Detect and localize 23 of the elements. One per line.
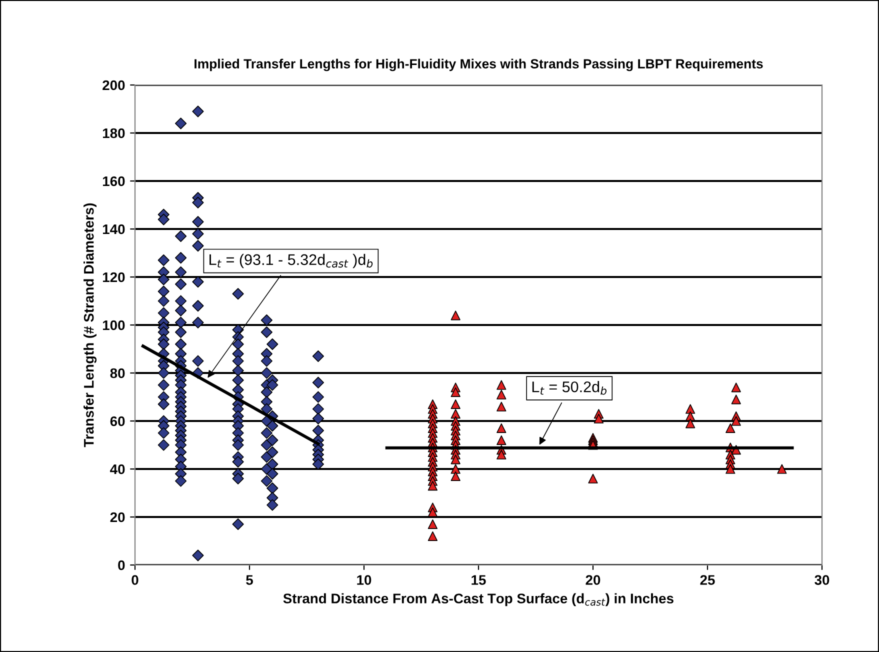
y-tick-label: 100 — [102, 320, 125, 330]
y-tick-label: 200 — [102, 80, 125, 90]
x-tick-label: 15 — [472, 575, 486, 585]
x-tick-label: 0 — [132, 575, 138, 585]
chart-title: Implied Transfer Lengths for High-Fluidity Mixes with Strands Passing LBPT Requirements — [194, 58, 763, 72]
x-tick-label: 5 — [246, 575, 253, 585]
y-tick-label: 140 — [102, 224, 125, 234]
annotation: L$_{t}$ = 50.2d$_{b}$ — [532, 381, 606, 395]
y-tick-label: 40 — [110, 464, 125, 474]
x-tick-label: 20 — [586, 575, 600, 585]
y-tick-label: 60 — [110, 416, 125, 426]
y-tick-label: 180 — [102, 128, 125, 138]
annotation: L$_{t}$ = (93.1 - 5.32d$_{cast}$ )d$_{b}$ — [210, 254, 373, 268]
x-tick-label: 30 — [814, 575, 830, 585]
x-tick-label: 25 — [700, 575, 715, 585]
y-tick-label: 20 — [110, 512, 125, 522]
y-tick-label: 160 — [102, 176, 125, 186]
y-tick-label: 0 — [118, 560, 125, 570]
y-tick-label: 120 — [102, 272, 125, 282]
x-axis-title: Strand Distance From As-Cast Top Surface (d$_{cast}$) in Inches — [283, 593, 674, 606]
x-tick-label: 10 — [357, 575, 372, 585]
y-tick-label: 80 — [110, 368, 125, 378]
y-axis-title: Transfer Length (# Strand Diameters) — [84, 203, 97, 448]
